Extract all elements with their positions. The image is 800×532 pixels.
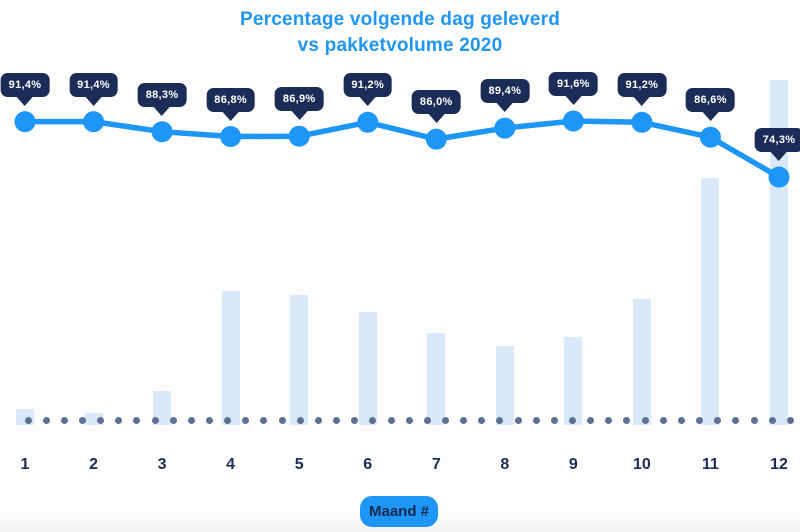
line-point-marker-month-6 [357,111,379,133]
line-point-marker-month-4 [220,126,242,148]
baseline-dot [296,416,304,424]
line-point-marker-month-7 [425,128,447,150]
baseline-dot [24,416,32,424]
line-point-marker-month-9 [562,110,584,132]
baseline-dot [242,416,250,424]
baseline-dot [623,416,631,424]
chart-title-line1: Percentage volgende dag geleverd [239,9,560,30]
baseline-dot [278,416,286,424]
baseline-dot [42,416,50,424]
line-point-marker-month-3 [151,121,173,143]
baseline-dot [206,416,213,424]
x-tick-label-9: 9 [568,456,578,473]
baseline-dot [151,416,159,424]
volume-bar-month-4 [221,291,240,425]
x-tick-label-6: 6 [363,456,373,473]
trend-line [22,118,782,180]
line-point-marker-month-11 [699,126,721,148]
data-label-tooltip-month-2: 91,4% [69,72,118,97]
baseline-dot [369,416,377,424]
data-label-tooltip-month-9: 91,6% [549,72,598,96]
baseline-dot [605,416,613,424]
baseline-dot [696,416,704,424]
baseline-dot [478,416,486,424]
x-tick-label-4: 4 [226,456,236,473]
baseline-dot [550,416,558,424]
baseline-dot [786,416,794,424]
data-label-tooltip-month-12: 74,3% [754,128,800,153]
volume-bar-month-5 [290,294,309,425]
volume-bar-month-8 [495,345,514,425]
x-tick-label-10: 10 [632,456,651,473]
x-tick-label-12: 12 [770,456,788,473]
baseline-dot [387,416,395,424]
x-tick-label-7: 7 [431,456,441,473]
baseline-dot [677,416,685,424]
baseline-dot [260,416,268,424]
baseline-dot [496,416,504,424]
baseline-dot [460,416,468,424]
x-tick-label-2: 2 [89,456,98,473]
baseline-dot [314,416,322,424]
data-label-tooltip-month-4: 86,8% [206,87,255,112]
baseline-dot [187,416,195,424]
baseline-dot [659,416,667,424]
data-label-tooltip-month-6: 91,2% [343,73,393,98]
baseline-dot [133,416,141,424]
baseline-dot [333,416,341,424]
baseline-dot [768,416,776,424]
baseline-dot [224,416,232,424]
x-tick-label-3: 3 [157,456,167,473]
baseline-dot [514,416,522,424]
baseline-dot [97,416,105,424]
baseline-dot [750,416,758,424]
x-tick-label-5: 5 [294,456,304,473]
volume-bar-month-6 [358,311,377,425]
data-label-tooltip-month-11: 86,6% [686,88,735,113]
baseline-dot [169,416,177,424]
baseline-dot [351,416,359,424]
line-point-marker-month-10 [631,111,653,133]
baseline-dot [78,416,86,424]
data-label-tooltip-month-7: 86,0% [411,90,461,115]
baseline-dot [60,416,68,424]
baseline-dot [441,416,449,424]
baseline-dot [641,416,649,424]
chart-title-line2: vs pakketvolume 2020 [297,35,503,56]
baseline-dot [405,416,413,424]
baseline-dot [587,416,595,424]
data-label-tooltip-month-1: 91,4% [0,72,50,97]
line-point-marker-month-8 [494,117,516,139]
volume-bar-month-11 [701,177,720,425]
line-point-marker-month-2 [83,111,105,133]
x-tick-label-8: 8 [500,456,510,473]
data-label-tooltip-month-3: 88,3% [137,82,187,107]
baseline-dot [732,416,740,424]
data-label-tooltip-month-10: 91,2% [617,73,667,98]
baseline-dot [569,416,576,424]
baseline-dot [714,416,722,424]
x-tick-label-1: 1 [20,456,30,473]
chart-title: Percentage volgende dag geleverd vs pakk… [0,7,800,59]
baseline-dot [423,416,431,424]
baseline-dot [532,416,540,424]
volume-bar-month-3 [153,390,172,425]
baseline-dot [115,416,123,424]
volume-bar-month-7 [427,332,446,425]
x-tick-label-11: 11 [701,456,719,473]
line-point-marker-month-1 [14,111,36,133]
volume-bar-month-9 [564,337,583,425]
line-point-marker-month-5 [288,125,310,147]
data-label-tooltip-month-8: 89,4% [480,79,530,104]
volume-bar-month-10 [632,299,651,425]
data-label-tooltip-month-5: 86,9% [274,87,324,112]
x-axis-label-badge: Maand # [360,496,438,527]
